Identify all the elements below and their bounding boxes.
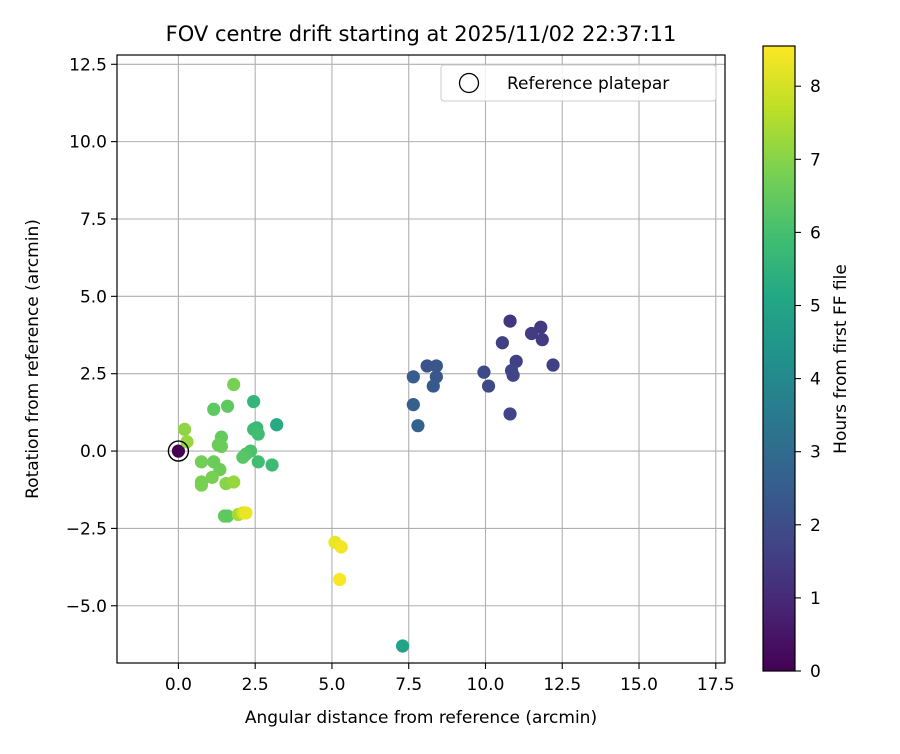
colorbar: 0 1 2 3 4 5 6 7 8 Hours from first FF file — [762, 45, 851, 682]
colorbar-tick-label: 1 — [810, 589, 821, 609]
data-point — [265, 458, 279, 472]
data-point — [177, 422, 192, 436]
y-tick-label: 2.5 — [80, 365, 107, 385]
data-point — [214, 439, 229, 454]
x-tick-label: 10.0 — [467, 675, 505, 695]
data-point — [227, 377, 241, 392]
x-tick-label: 2.5 — [242, 675, 269, 695]
y-axis-label: Rotation from reference (arcmin) — [23, 219, 43, 499]
reference-marker — [167, 440, 190, 462]
data-point — [220, 399, 235, 413]
data-points — [167, 314, 560, 653]
data-point — [503, 407, 517, 421]
data-point — [411, 419, 425, 433]
data-point — [495, 336, 509, 350]
colorbar-tick-label: 5 — [810, 297, 821, 317]
colorbar-tick-label: 3 — [810, 443, 821, 463]
data-point — [395, 639, 410, 653]
y-tick-label: 7.5 — [80, 210, 107, 230]
x-tick-label: 12.5 — [543, 675, 581, 695]
y-tick-label: 0.0 — [80, 442, 107, 462]
data-point — [251, 455, 265, 469]
data-point — [251, 427, 265, 441]
data-point — [247, 394, 261, 409]
data-point — [239, 506, 253, 520]
data-point — [171, 444, 186, 458]
plot-frame — [116, 54, 726, 664]
legend: Reference platepar — [440, 64, 717, 102]
data-point — [506, 368, 520, 382]
data-point — [503, 314, 517, 328]
legend-entry-reference-platepar: Reference platepar — [507, 74, 669, 94]
data-point — [481, 379, 496, 393]
x-axis-ticks: 0.0 2.5 5.0 7.5 10.0 12.5 15.0 17.5 — [165, 663, 735, 695]
data-point — [477, 365, 491, 379]
legend-box — [440, 64, 717, 102]
data-point — [426, 379, 440, 393]
colorbar-tick-label: 4 — [810, 370, 821, 390]
data-point — [334, 540, 348, 554]
data-point — [227, 475, 241, 489]
x-tick-label: 0.0 — [165, 675, 192, 695]
x-tick-label: 7.5 — [395, 675, 422, 695]
data-point — [420, 359, 434, 373]
x-tick-label: 15.0 — [620, 675, 658, 695]
legend-marker — [458, 72, 480, 94]
colorbar-label: Hours from first FF file — [831, 264, 851, 454]
chart-title: FOV centre drift starting at 2025/11/02 … — [166, 22, 677, 46]
colorbar-tick-label: 2 — [810, 516, 821, 536]
colorbar-tick-label: 7 — [810, 150, 821, 170]
colorbar-tick-label: 8 — [810, 77, 821, 97]
data-point — [546, 358, 560, 372]
data-point — [180, 435, 194, 449]
colorbar-frame — [762, 45, 796, 672]
data-point — [333, 572, 347, 587]
data-point — [524, 326, 539, 341]
colorbar-ticks: 0 1 2 3 4 5 6 7 8 — [795, 77, 821, 682]
colorbar-tick-label: 0 — [810, 662, 821, 682]
data-point — [236, 450, 250, 464]
data-point — [270, 418, 284, 432]
data-point — [207, 402, 221, 416]
data-point — [429, 359, 443, 373]
y-tick-label: −2.5 — [66, 519, 107, 539]
data-point — [220, 509, 235, 523]
data-point — [205, 470, 219, 484]
x-tick-label: 17.5 — [697, 675, 735, 695]
colorbar-gradient — [763, 46, 795, 671]
x-tick-label: 5.0 — [318, 675, 345, 695]
y-tick-label: 10.0 — [69, 133, 107, 153]
grid-lines — [117, 55, 725, 663]
data-point — [194, 478, 209, 492]
colorbar-tick-label: 6 — [810, 223, 821, 243]
y-axis-ticks: −5.0 −2.5 0.0 2.5 5.0 7.5 10.0 12.5 — [66, 55, 117, 617]
y-tick-label: 5.0 — [80, 287, 107, 307]
data-point — [535, 333, 549, 347]
y-tick-label: −5.0 — [66, 597, 107, 617]
data-point — [194, 455, 209, 469]
data-point — [406, 370, 420, 384]
x-axis-label: Angular distance from reference (arcmin) — [245, 708, 597, 728]
y-tick-label: 12.5 — [69, 55, 107, 75]
data-point — [406, 398, 420, 412]
